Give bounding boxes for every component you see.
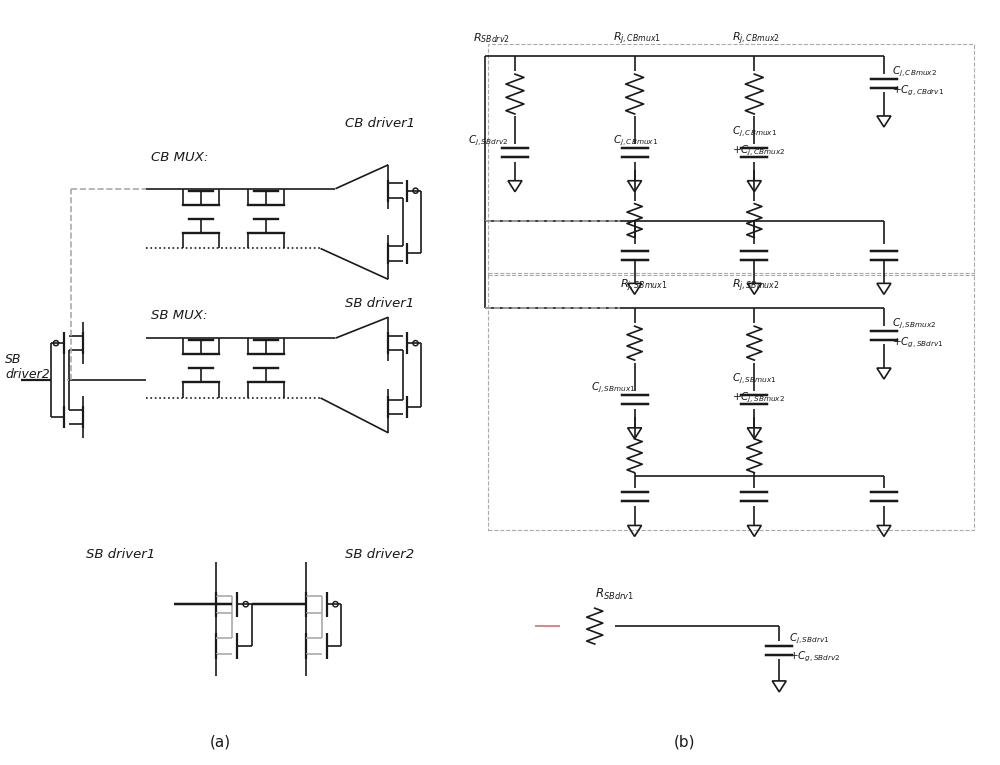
Text: $C_{j,CBmux1}$: $C_{j,CBmux1}$ xyxy=(613,133,658,148)
Text: $+C_{g,SBdrv1}$: $+C_{g,SBdrv1}$ xyxy=(892,336,944,350)
Text: $+C_{g,CBdrv1}$: $+C_{g,CBdrv1}$ xyxy=(892,83,944,98)
Text: $C_{j,SBdrv1}$: $C_{j,SBdrv1}$ xyxy=(789,631,830,646)
Text: $R_{SBdrv1}$: $R_{SBdrv1}$ xyxy=(595,588,634,602)
Text: SB
driver2: SB driver2 xyxy=(5,353,50,381)
Text: (b): (b) xyxy=(674,734,695,749)
Text: $C_{j,SBmux1}$: $C_{j,SBmux1}$ xyxy=(591,380,635,395)
Text: CB driver1: CB driver1 xyxy=(345,118,415,131)
Text: $R_{j,SBmux2}$: $R_{j,SBmux2}$ xyxy=(732,278,780,295)
Text: SB driver1: SB driver1 xyxy=(86,548,155,561)
Text: $+C_{j,SBmux2}$: $+C_{j,SBmux2}$ xyxy=(732,390,785,405)
Text: $C_{j,SBmux1}$: $C_{j,SBmux1}$ xyxy=(732,371,777,386)
Text: SB driver2: SB driver2 xyxy=(345,548,415,561)
Text: $C_{j,SBmux2}$: $C_{j,SBmux2}$ xyxy=(892,317,936,331)
Text: $R_{j,CBmux2}$: $R_{j,CBmux2}$ xyxy=(732,31,780,47)
Text: $+C_{g,SBdrv2}$: $+C_{g,SBdrv2}$ xyxy=(789,649,841,664)
Text: $C_{j,CBmux1}$: $C_{j,CBmux1}$ xyxy=(732,124,777,138)
Text: $+C_{j,CBmux2}$: $+C_{j,CBmux2}$ xyxy=(732,143,786,158)
Text: $R_{j,CBmux1}$: $R_{j,CBmux1}$ xyxy=(613,31,661,47)
Text: $C_{j,SBdrv2}$: $C_{j,SBdrv2}$ xyxy=(468,133,508,148)
Text: $R_{SBdrv2}$: $R_{SBdrv2}$ xyxy=(473,31,510,45)
Text: (a): (a) xyxy=(210,734,231,749)
Text: CB MUX:: CB MUX: xyxy=(151,151,208,164)
Text: SB driver1: SB driver1 xyxy=(345,297,415,310)
Text: SB MUX:: SB MUX: xyxy=(151,309,207,322)
Text: $C_{j,CBmux2}$: $C_{j,CBmux2}$ xyxy=(892,64,937,79)
Text: $R_{j,SBmux1}$: $R_{j,SBmux1}$ xyxy=(620,278,667,295)
